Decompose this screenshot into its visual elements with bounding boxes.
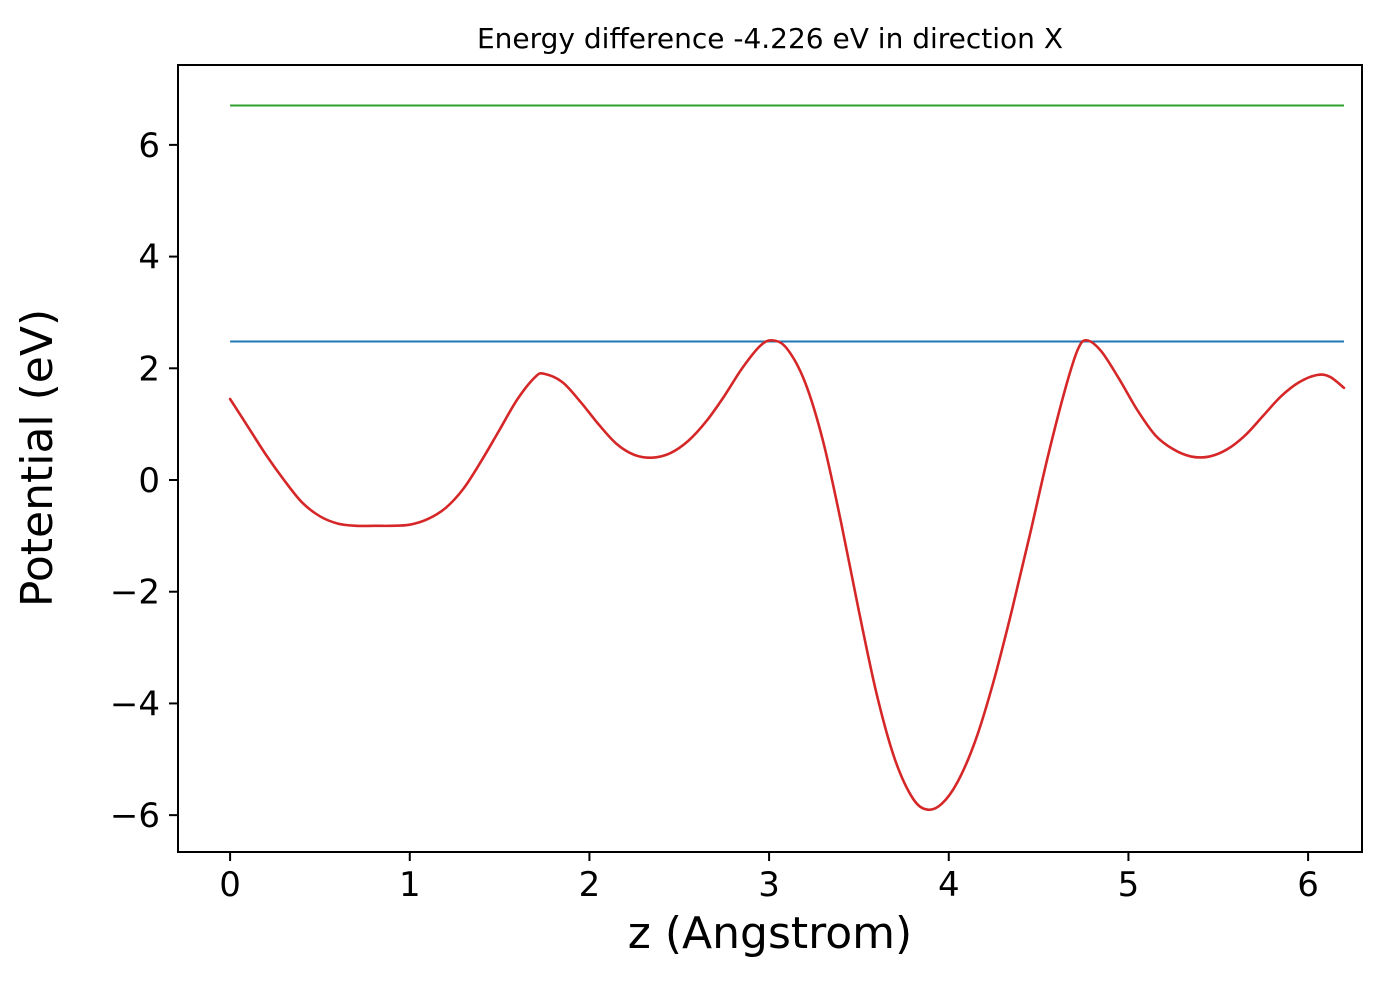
- x-axis-label: z (Angstrom): [628, 908, 912, 959]
- y-tick-label: 2: [138, 349, 160, 389]
- y-tick-label: −4: [110, 684, 160, 724]
- x-tick-label: 3: [758, 865, 780, 905]
- planar-averaged-potential-curve: [228, 338, 1346, 812]
- y-axis-label: Potential (eV): [12, 309, 63, 607]
- x-tick-label: 0: [219, 865, 241, 905]
- x-tick-label: 2: [579, 865, 601, 905]
- x-tick-label: 4: [938, 865, 960, 905]
- y-tick-label: 6: [138, 126, 160, 166]
- y-tick-label: 4: [138, 238, 160, 278]
- plot-layer: 0 1 2 3 4 5 6 −6 −4 −2 0 2 4 6: [110, 64, 1363, 905]
- x-tick-label: 1: [399, 865, 421, 905]
- chart-title: Energy difference -4.226 eV in direction…: [477, 22, 1063, 55]
- axes-spines: [177, 64, 1363, 853]
- y-tick-label: 0: [138, 461, 160, 501]
- x-tick-label: 6: [1297, 865, 1319, 905]
- x-tick-label: 5: [1118, 865, 1140, 905]
- y-tick-label: −2: [110, 573, 160, 613]
- y-tick-label: −6: [110, 796, 160, 836]
